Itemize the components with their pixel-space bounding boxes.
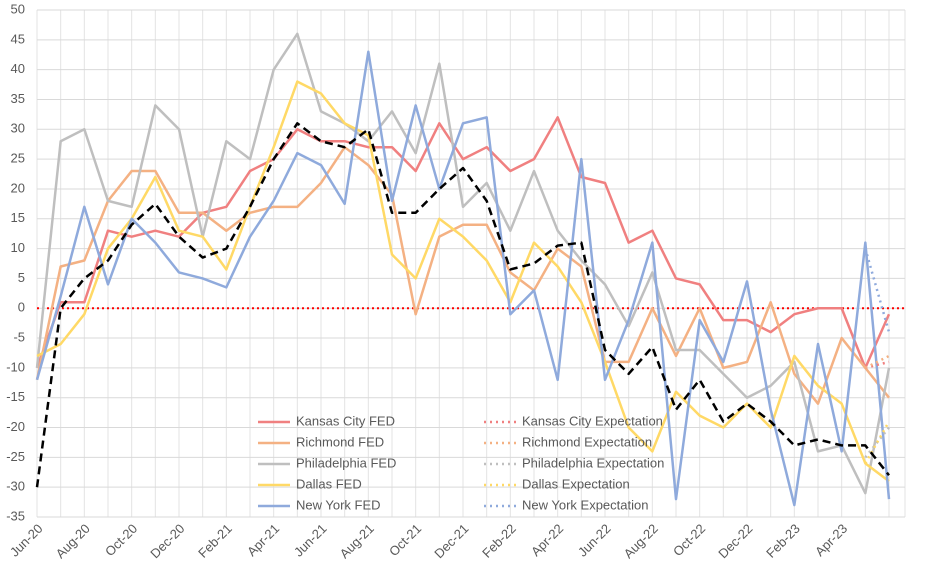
y-tick-label: 15 [11, 210, 25, 225]
x-tick-label: Feb-21 [195, 521, 235, 561]
y-tick-label: -10 [6, 359, 25, 374]
series-line [864, 354, 890, 369]
legend-label: Philadelphia FED [296, 455, 396, 470]
legend-label: Richmond Expectation [522, 434, 652, 449]
x-tick-label: Dec-22 [715, 521, 755, 561]
y-tick-label: -25 [6, 449, 25, 464]
legend-label: Richmond FED [296, 434, 384, 449]
x-tick-label: Apr-23 [812, 521, 850, 559]
y-tick-label: 50 [11, 1, 25, 16]
x-tick-label: Oct-21 [386, 521, 424, 559]
series-line [864, 426, 890, 459]
series-line [35, 145, 890, 405]
x-tick-label: Jun-20 [7, 521, 46, 560]
y-tick-label: 35 [11, 91, 25, 106]
series-line [35, 122, 890, 488]
legend-label: Kansas City Expectation [522, 413, 663, 428]
y-tick-label: 0 [18, 300, 25, 315]
x-tick-label: Jun-22 [575, 521, 614, 560]
y-tick-label: 5 [18, 270, 25, 285]
x-tick-label: Apr-21 [244, 521, 282, 559]
x-tick-label: Oct-20 [102, 521, 140, 559]
y-tick-label: 30 [11, 121, 25, 136]
x-tick-label: Oct-22 [670, 521, 708, 559]
legend-label: Dallas Expectation [522, 476, 630, 491]
y-tick-label: 25 [11, 151, 25, 166]
series-line [865, 360, 890, 370]
x-tick-label: Aug-21 [337, 521, 377, 561]
y-tick-label: 10 [11, 240, 25, 255]
legend-label: New York FED [296, 497, 381, 512]
legend-label: Kansas City FED [296, 413, 395, 428]
x-tick-label: Aug-22 [621, 521, 661, 561]
series-line [35, 32, 891, 495]
x-tick-label: Apr-22 [528, 521, 566, 559]
x-tick-label: Feb-23 [763, 521, 803, 561]
legend-label: Dallas FED [296, 476, 362, 491]
y-tick-label: -5 [13, 329, 25, 344]
series-line [36, 80, 890, 483]
y-tick-label: -15 [6, 389, 25, 404]
x-tick-label: Dec-21 [431, 521, 471, 561]
y-tick-label: 40 [11, 61, 25, 76]
y-tick-label: -35 [6, 508, 25, 523]
y-tick-label: -20 [6, 419, 25, 434]
legend-label: Philadelphia Expectation [522, 455, 664, 470]
x-tick-label: Dec-20 [147, 521, 187, 561]
legend-label: New York Expectation [522, 497, 648, 512]
x-tick-label: Jun-21 [291, 521, 330, 560]
series-line [864, 248, 891, 333]
x-tick-label: Feb-22 [479, 521, 519, 561]
x-tick-label: Aug-20 [53, 521, 93, 561]
y-tick-label: -30 [6, 479, 25, 494]
series-line [864, 420, 891, 464]
y-tick-label: 45 [11, 31, 25, 46]
series-line [35, 116, 891, 370]
y-tick-label: 20 [11, 180, 25, 195]
series-line [35, 50, 891, 507]
